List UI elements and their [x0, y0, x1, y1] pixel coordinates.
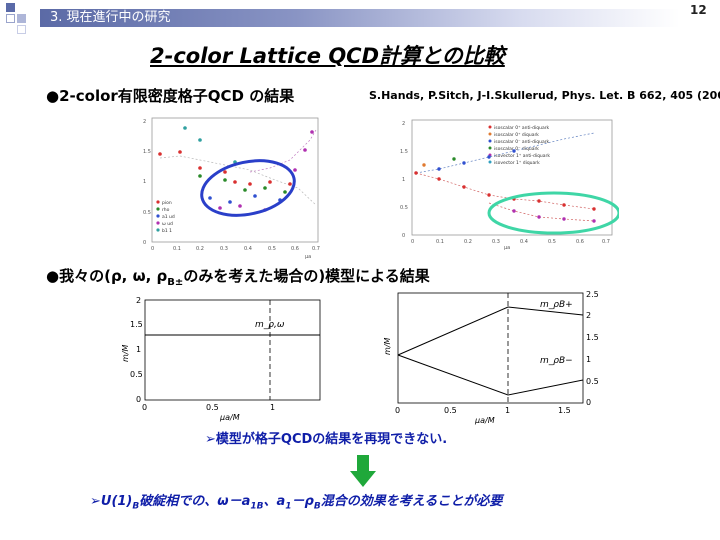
model-right-xtick: 0 [395, 406, 400, 415]
model-left-ytick: 0 [136, 395, 141, 404]
lattice-right-highlight-ellipse [487, 191, 619, 235]
section-label: 3. 現在進行中の研究 [50, 10, 171, 25]
slide-title: 2-color Lattice QCD計算との比較 [150, 44, 505, 68]
lattice-left-legend: b1 1 [162, 228, 172, 234]
lattice-left-xtick: 0.7 [312, 246, 320, 252]
model-right-ytick: 0 [586, 398, 591, 407]
model-right-xtick: 1 [505, 406, 510, 415]
model-left-xtick: 1 [270, 403, 275, 412]
lattice-left-figure: 0 0.5 1 1.5 2 0 0.1 0.2 0.3 0.4 0.5 0.6 … [143, 117, 320, 260]
lattice-right-legend: isoscalar 0⁺ anti-diquark [494, 125, 550, 131]
lattice-right-legend: isoscalar 0⁻ anti-diquark [494, 139, 550, 145]
lattice-right-ytick: 1.5 [400, 149, 408, 155]
bullet-lattice-results: ●2-color有限密度格子QCD の結果 [46, 87, 295, 105]
model-left-xlabel: μa/M [219, 413, 240, 422]
lattice-right-legend: isovector 1⁺ anti-diquark [494, 153, 550, 159]
lattice-right-ytick: 0.5 [400, 205, 408, 211]
lattice-left-ytick: 1.5 [143, 149, 151, 155]
header-bar [40, 9, 680, 27]
lattice-left-xtick: 0.3 [220, 246, 228, 252]
model-right-xlabel: μa/M [474, 416, 495, 425]
lattice-left-legend: rho [162, 207, 170, 213]
model-right-xtick: 1.5 [558, 406, 571, 415]
lattice-right-xtick: 0.7 [602, 239, 610, 245]
header-square-2 [6, 14, 15, 23]
lattice-right-legend: isovector 1⁺ diquark [494, 160, 540, 166]
lattice-right-xlabel: μa [504, 245, 510, 250]
lattice-right-ytick: 1 [402, 177, 405, 183]
lattice-left-legend: a1 ud [162, 214, 175, 220]
lattice-right-legend: isoscalar 0⁺ diquark [494, 132, 539, 138]
lattice-left-ytick: 2 [143, 119, 146, 125]
model-left-figure: 0 0.5 1 1.5 2 0 0.5 1 μa/M m/M m_ρ,ω [121, 296, 321, 422]
lattice-right-xtick: 0 [411, 239, 414, 245]
model-left-xtick: 0.5 [206, 403, 219, 412]
model-right-ytick: 1.5 [586, 333, 599, 342]
lattice-left-xtick: 0.5 [268, 246, 276, 252]
arrow-down-icon [350, 455, 376, 487]
lattice-left-xtick: 0.6 [291, 246, 299, 252]
model-left-xtick: 0 [142, 403, 147, 412]
lattice-left-xtick: 0.1 [173, 246, 181, 252]
model-right-ytick: 2 [586, 311, 591, 320]
header-square-4 [17, 25, 26, 34]
lattice-right-xtick: 0.2 [464, 239, 472, 245]
header-square-3 [17, 14, 26, 23]
lattice-left-xtick: 0 [151, 246, 154, 252]
model-right-ytick: 1 [586, 355, 591, 364]
lattice-left-xtick: 0.2 [196, 246, 204, 252]
citation: S.Hands, P.Sitch, J-I.Skullerud, Phys. L… [369, 89, 720, 102]
model-left-ytick: 0.5 [130, 370, 143, 379]
lattice-left-highlight-ellipse [200, 159, 296, 217]
bullet-model-results: ●我々の(ρ, ω, ρB±のみを考えた場合の)模型による結果 [46, 267, 430, 288]
lattice-right-xtick: 0.1 [436, 239, 444, 245]
model-right-ytick: 0.5 [586, 377, 599, 386]
header-square-1 [6, 3, 15, 12]
lattice-right-figure: 0 0.5 1 1.5 2 0 0.1 0.2 0.3 0.4 0.5 0.6 … [400, 119, 619, 250]
lattice-left-xlabel: μa [305, 254, 311, 260]
conclusion-model-mismatch: ➢模型が格子QCDの結果を再現できない. [205, 432, 448, 447]
lattice-left-legend: ω ud [162, 221, 173, 227]
lattice-right-legend: isoscalar 0⁻ diquark [494, 146, 539, 152]
lattice-left-ytick: 0.5 [143, 210, 151, 216]
model-left-ytick: 2 [136, 296, 141, 305]
lattice-right-xtick: 0.3 [492, 239, 500, 245]
model-left-ylabel: m/M [121, 345, 130, 362]
page-number: 12 [690, 3, 707, 17]
model-left-ytick: 1.5 [130, 320, 143, 329]
model-left-ytick: 1 [136, 345, 141, 354]
lattice-left-xtick: 0.4 [244, 246, 252, 252]
model-right-curve-label-top: m_ρB+ [540, 300, 573, 310]
model-right-ylabel: m/M [383, 338, 392, 355]
lattice-right-xtick: 0.4 [520, 239, 528, 245]
lattice-right-ytick: 0 [402, 233, 405, 239]
model-right-xtick: 0.5 [444, 406, 457, 415]
model-right-curve-label-bottom: m_ρB− [540, 356, 573, 366]
lattice-left-legend: pion [162, 200, 172, 206]
lattice-right-ytick: 2 [402, 121, 405, 127]
lattice-left-ytick: 0 [143, 240, 146, 246]
lattice-right-xtick: 0.5 [548, 239, 556, 245]
model-right-figure: 0 0.5 1 1.5 2 2.5 0 0.5 1 1.5 μa/M m/M m… [383, 290, 599, 425]
model-right-ytick: 2.5 [586, 290, 599, 299]
lattice-left-ytick: 1 [143, 179, 146, 185]
lattice-right-xtick: 0.6 [576, 239, 584, 245]
conclusion-mixing-effect: ➢U(1)B破綻相での、ω－a1B、a1－ρB混合の効果を考えることが必要 [90, 494, 503, 512]
